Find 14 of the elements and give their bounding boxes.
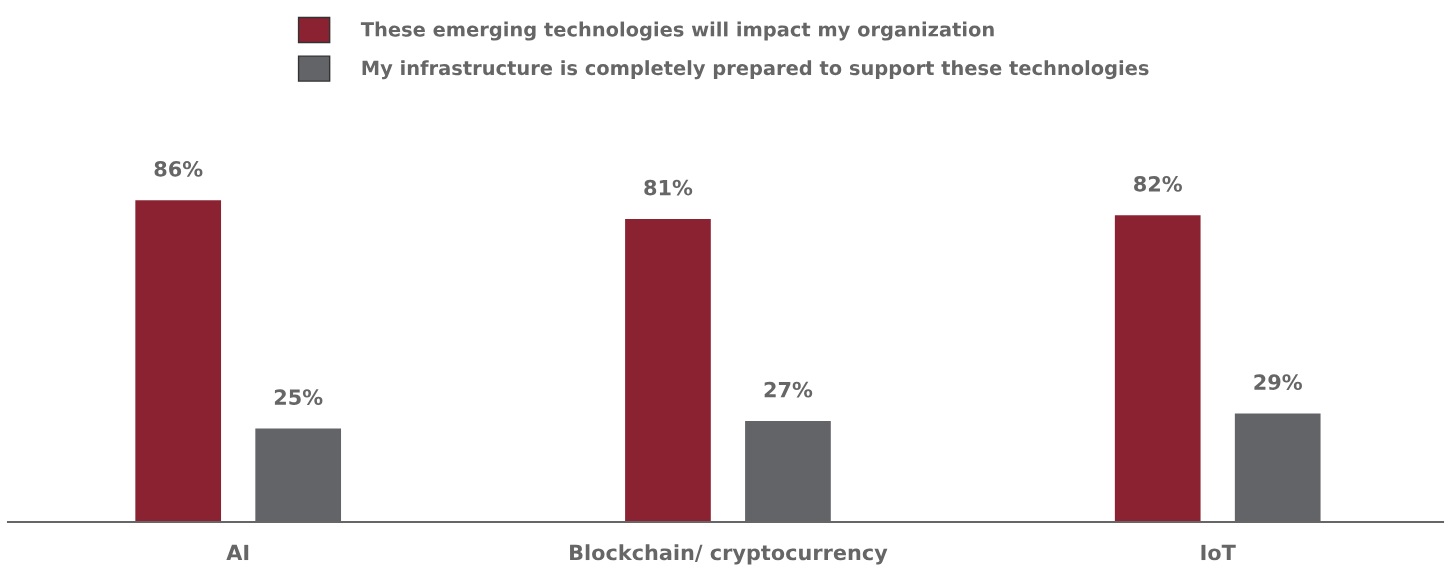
data-label: 81% [644, 179, 693, 196]
bar [1114, 215, 1201, 522]
x-tick-label: Blockchain/ cryptocurrency [570, 544, 888, 565]
x-tick-label: IoT [1201, 544, 1236, 561]
bar [625, 218, 711, 522]
x-tick-label: AI [226, 544, 249, 561]
data-label: 27% [764, 381, 813, 398]
legend-label: My infrastructure is completely prepared to support these technologies [362, 60, 1149, 80]
data-label: 82% [1134, 175, 1182, 192]
data-label: 29% [1254, 374, 1302, 391]
legend-label: These emerging technologies will impact my organization [360, 21, 994, 41]
data-label: 25% [274, 389, 323, 405]
data-label: 86% [154, 161, 203, 177]
bar [135, 200, 222, 522]
